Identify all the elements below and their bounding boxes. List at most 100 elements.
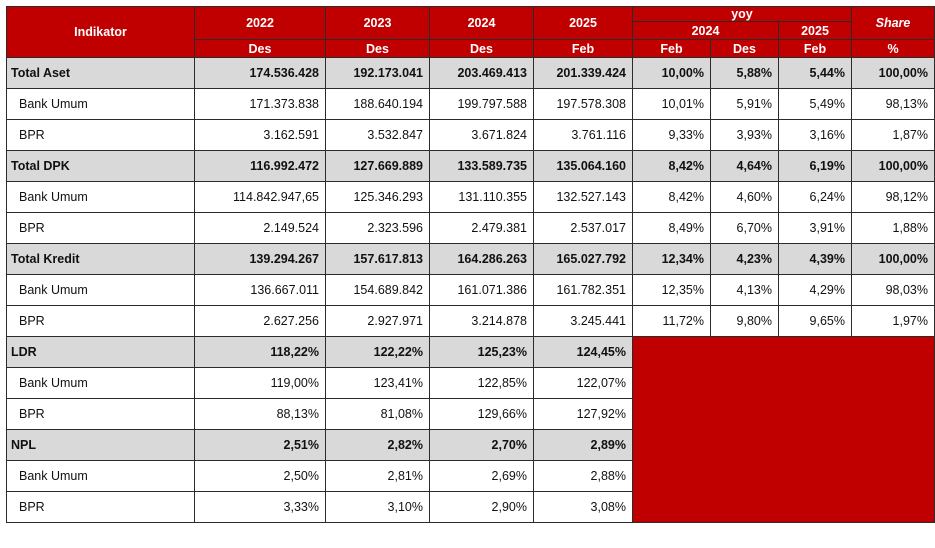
value-cell: 2,88% <box>533 460 633 492</box>
growth-cell: 8,49% <box>632 212 711 244</box>
growth-cell: 10,00% <box>632 57 711 89</box>
table-row: BPR 2.149.524 2.323.596 2.479.381 2.537.017 8… <box>6 212 935 244</box>
growth-cell: 6,24% <box>778 181 852 213</box>
yoy-month-header: Feb <box>778 39 852 58</box>
value-cell: 116.992.472 <box>194 150 326 182</box>
table-row-total: Total DPK 116.992.472 127.669.889 133.589.7… <box>6 150 935 182</box>
row-label: Total Kredit <box>6 243 195 275</box>
growth-cell: 4,23% <box>710 243 779 275</box>
table-row: BPR 2.627.256 2.927.971 3.214.878 3.245.441 1… <box>6 305 935 337</box>
value-cell: 2,89% <box>533 429 633 461</box>
value-cell: 171.373.838 <box>194 88 326 120</box>
growth-cell: 9,65% <box>778 305 852 337</box>
row-label: BPR <box>6 305 195 337</box>
value-cell: 3.162.591 <box>194 119 326 151</box>
table-row-total: NPL 2,51% 2,82% 2,70% 2,89% <box>6 429 935 461</box>
value-cell: 131.110.355 <box>429 181 534 213</box>
growth-cell: 8,42% <box>632 150 711 182</box>
share-cell: 100,00% <box>851 57 935 89</box>
growth-cell: 11,72% <box>632 305 711 337</box>
share-cell: 100,00% <box>851 150 935 182</box>
year-header-2025: 2025 <box>533 6 633 40</box>
value-cell: 119,00% <box>194 367 326 399</box>
value-cell: 3.214.878 <box>429 305 534 337</box>
value-cell: 3.245.441 <box>533 305 633 337</box>
row-label: BPR <box>6 119 195 151</box>
row-label: Bank Umum <box>6 274 195 306</box>
year-header-2023: 2023 <box>325 6 430 40</box>
share-cell: 1,88% <box>851 212 935 244</box>
value-cell: 127,92% <box>533 398 633 430</box>
share-unit-header: % <box>851 39 935 58</box>
value-cell: 81,08% <box>325 398 430 430</box>
value-cell: 3,10% <box>325 491 430 523</box>
value-cell: 203.469.413 <box>429 57 534 89</box>
yoy-year-2024: 2024 <box>632 21 779 40</box>
month-header: Des <box>429 39 534 58</box>
table-row: BPR 88,13% 81,08% 129,66% 127,92% <box>6 398 935 430</box>
row-label: BPR <box>6 491 195 523</box>
row-label: BPR <box>6 398 195 430</box>
row-label: Bank Umum <box>6 88 195 120</box>
blank-red-block <box>632 336 935 523</box>
growth-cell: 6,70% <box>710 212 779 244</box>
value-cell: 2.323.596 <box>325 212 430 244</box>
row-label: Bank Umum <box>6 181 195 213</box>
value-cell: 188.640.194 <box>325 88 430 120</box>
value-cell: 114.842.947,65 <box>194 181 326 213</box>
share-cell: 100,00% <box>851 243 935 275</box>
growth-cell: 5,91% <box>710 88 779 120</box>
growth-cell: 5,44% <box>778 57 852 89</box>
value-cell: 2.479.381 <box>429 212 534 244</box>
value-cell: 125,23% <box>429 336 534 368</box>
row-label: NPL <box>6 429 195 461</box>
table-body: Total Aset 174.536.428 192.173.041 203.469.… <box>6 57 935 523</box>
value-cell: 3,08% <box>533 491 633 523</box>
value-cell: 2.627.256 <box>194 305 326 337</box>
value-cell: 132.527.143 <box>533 181 633 213</box>
yoy-year-2025: 2025 <box>778 21 852 40</box>
value-cell: 135.064.160 <box>533 150 633 182</box>
growth-cell: 4,13% <box>710 274 779 306</box>
growth-cell: 3,93% <box>710 119 779 151</box>
value-cell: 3.761.116 <box>533 119 633 151</box>
share-cell: 1,87% <box>851 119 935 151</box>
value-cell: 164.286.263 <box>429 243 534 275</box>
row-label: BPR <box>6 212 195 244</box>
growth-cell: 6,19% <box>778 150 852 182</box>
table-row: Bank Umum 171.373.838 188.640.194 199.797.5… <box>6 88 935 120</box>
value-cell: 133.589.735 <box>429 150 534 182</box>
value-cell: 161.782.351 <box>533 274 633 306</box>
value-cell: 2,90% <box>429 491 534 523</box>
growth-cell: 5,49% <box>778 88 852 120</box>
growth-cell: 4,39% <box>778 243 852 275</box>
value-cell: 125.346.293 <box>325 181 430 213</box>
value-cell: 192.173.041 <box>325 57 430 89</box>
table-row: BPR 3.162.591 3.532.847 3.671.824 3.761.116 9… <box>6 119 935 151</box>
value-cell: 2,69% <box>429 460 534 492</box>
value-cell: 161.071.386 <box>429 274 534 306</box>
row-label: Total DPK <box>6 150 195 182</box>
year-header-2024: 2024 <box>429 6 534 40</box>
table-row: Bank Umum 136.667.011 154.689.842 161.071.3… <box>6 274 935 306</box>
month-header: Des <box>325 39 430 58</box>
growth-cell: 3,91% <box>778 212 852 244</box>
yoy-header: yoy <box>632 6 852 22</box>
row-label: Bank Umum <box>6 367 195 399</box>
value-cell: 3.532.847 <box>325 119 430 151</box>
value-cell: 2.927.971 <box>325 305 430 337</box>
yoy-month-header: Des <box>710 39 779 58</box>
value-cell: 127.669.889 <box>325 150 430 182</box>
month-header: Des <box>194 39 326 58</box>
banking-indicators-table: Indikator 2022 2023 2024 2025 yoy Share … <box>6 6 935 523</box>
value-cell: 2.537.017 <box>533 212 633 244</box>
value-cell: 201.339.424 <box>533 57 633 89</box>
value-cell: 3.671.824 <box>429 119 534 151</box>
growth-cell: 4,29% <box>778 274 852 306</box>
value-cell: 129,66% <box>429 398 534 430</box>
year-header-2022: 2022 <box>194 6 326 40</box>
table-row: BPR 3,33% 3,10% 2,90% 3,08% <box>6 491 935 523</box>
value-cell: 123,41% <box>325 367 430 399</box>
growth-cell: 8,42% <box>632 181 711 213</box>
share-cell: 1,97% <box>851 305 935 337</box>
